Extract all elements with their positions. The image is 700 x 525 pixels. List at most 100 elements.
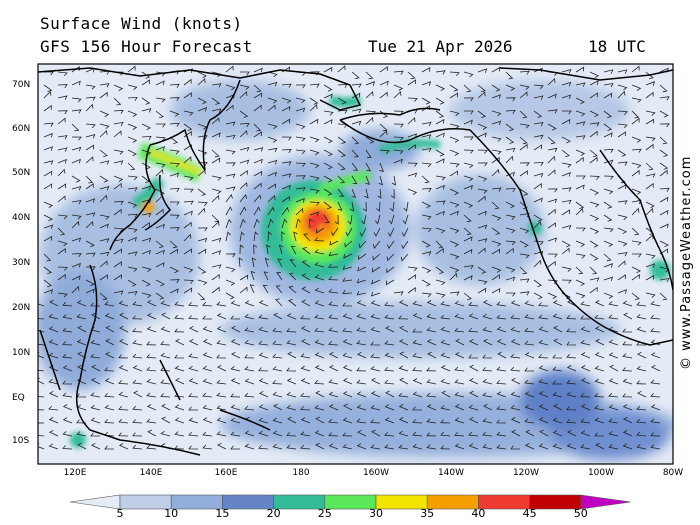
wind-barb [398, 404, 409, 411]
wind-barb [300, 431, 311, 437]
wind-barb [169, 172, 180, 178]
wind-barb [337, 109, 348, 114]
wind-barb [71, 136, 82, 141]
wind-barb [477, 238, 488, 243]
wind-barb [617, 161, 628, 166]
wind-barb [239, 244, 244, 255]
lat-label: 30N [12, 258, 31, 268]
wind-barb [267, 147, 278, 153]
wind-barb [589, 122, 600, 127]
wind-barb [603, 214, 613, 222]
wind-barb [370, 419, 381, 424]
wind-barb [454, 432, 465, 437]
wind-barb [113, 109, 124, 114]
wind-barb [278, 244, 284, 255]
wind-barb [645, 71, 654, 80]
wind-barb [300, 392, 311, 398]
wind-barb [519, 227, 530, 234]
wind-barb [412, 313, 423, 320]
wind-barb [141, 249, 151, 255]
wind-barb [99, 186, 110, 191]
wind-barb [608, 430, 619, 437]
wind-barb [43, 90, 52, 99]
wind-barb [77, 325, 87, 333]
wind-barb [566, 365, 577, 372]
wind-barb [454, 404, 465, 411]
wind-barb [113, 149, 124, 155]
wind-barb [141, 79, 150, 86]
wind-barb [477, 266, 487, 274]
wind-barb [127, 84, 138, 91]
wind-barb [211, 108, 222, 113]
wind-barb [435, 266, 445, 274]
wind-barb [379, 162, 384, 172]
wind-barb [407, 188, 418, 195]
wind-barb [351, 92, 361, 99]
wind-barb [273, 312, 283, 320]
wind-barb [295, 162, 306, 167]
wind-barb [370, 326, 381, 333]
wind-barb [379, 66, 388, 73]
wind-barb [183, 110, 194, 116]
wind-barb [253, 206, 261, 216]
wind-barb [351, 149, 359, 158]
wind-barb [161, 416, 171, 424]
wind-barb [524, 340, 535, 346]
wind-barb [407, 162, 418, 167]
wind-barb [141, 222, 150, 229]
wind-barb [519, 291, 530, 296]
wind-barb [281, 136, 292, 141]
wind-barb [566, 379, 577, 385]
wind-barb [421, 147, 432, 153]
wind-barb [225, 292, 235, 300]
wind-barb [309, 83, 320, 88]
wind-barb [127, 236, 137, 242]
colorbar-label: 40 [471, 507, 486, 520]
wind-barb [477, 68, 488, 73]
wind-barb [533, 214, 543, 222]
wind-barb [272, 340, 283, 346]
wind-barb [491, 248, 501, 255]
wind-barb [435, 240, 444, 249]
wind-barb [589, 214, 600, 221]
wind-barb [454, 327, 465, 333]
wind-barb [216, 354, 227, 359]
wind-barb [225, 162, 236, 167]
wind-barb [505, 227, 516, 234]
wind-barb [309, 136, 320, 143]
wind-barb [482, 326, 493, 333]
wind-barb [43, 201, 54, 208]
wind-barb [342, 327, 353, 333]
wind-barb [295, 97, 306, 104]
wind-barb [91, 377, 101, 385]
wind-barb [71, 123, 80, 132]
wind-barb [155, 97, 166, 103]
wind-barb [230, 445, 240, 450]
wind-barb [272, 366, 283, 372]
wind-barb [561, 247, 570, 255]
wind-barb [90, 404, 101, 411]
wind-barb [197, 292, 206, 301]
wind-barb [258, 430, 269, 437]
wind-barb [645, 292, 656, 298]
wind-barb [553, 338, 563, 346]
wind-barb [62, 301, 73, 307]
wind-barb [454, 379, 465, 385]
wind-barb [384, 302, 395, 307]
wind-barb [113, 261, 122, 268]
wind-barb [435, 227, 446, 234]
wind-barb [197, 201, 208, 206]
wind-barb [524, 367, 534, 372]
wind-barb [85, 240, 95, 248]
wind-barb [267, 183, 277, 190]
wind-barb [286, 444, 297, 450]
wind-barb [183, 287, 193, 294]
wind-barb [379, 149, 390, 155]
wind-barb [659, 196, 669, 203]
wind-barb [636, 405, 647, 411]
wind-barb [253, 147, 264, 152]
wind-barb [435, 97, 445, 105]
wind-barb [547, 292, 558, 300]
wind-barb [202, 302, 213, 307]
wind-barb [76, 313, 87, 320]
